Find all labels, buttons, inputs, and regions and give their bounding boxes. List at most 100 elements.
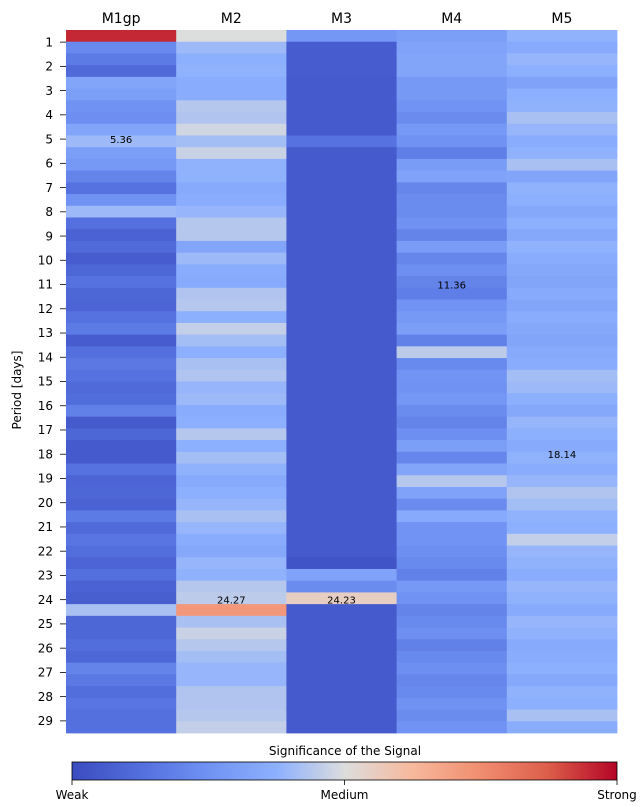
heatmap-cell <box>396 311 508 324</box>
heatmap-cell <box>286 217 397 230</box>
heatmap-cell <box>66 76 177 89</box>
cell-annotation: 24.23 <box>327 595 356 606</box>
heatmap-cell <box>506 440 618 453</box>
heatmap-cell <box>66 627 177 640</box>
heatmap-cell <box>66 463 177 476</box>
heatmap-cell <box>286 88 397 101</box>
heatmap-cell <box>396 510 508 523</box>
heatmap-cell <box>176 299 287 312</box>
heatmap-cell <box>506 428 618 441</box>
heatmap-cell <box>396 147 508 160</box>
heatmap-cell <box>506 451 618 464</box>
heatmap-cell <box>176 475 287 488</box>
heatmap-cell <box>506 30 618 43</box>
heatmap-cell <box>286 674 397 687</box>
heatmap-cell <box>176 346 287 359</box>
heatmap-cell <box>176 229 287 242</box>
heatmap-cell <box>396 123 508 136</box>
heatmap-cells <box>66 30 618 734</box>
heatmap-cell <box>506 205 618 218</box>
heatmap-cell <box>396 41 508 54</box>
heatmap-cell <box>506 346 618 359</box>
heatmap-cell <box>66 346 177 359</box>
heatmap-cell <box>66 30 177 43</box>
heatmap-cell <box>396 592 508 605</box>
heatmap-cell <box>506 639 618 652</box>
heatmap-cell <box>396 721 508 734</box>
heatmap-cell <box>396 475 508 488</box>
heatmap-cell <box>176 100 287 113</box>
heatmap-cell <box>396 463 508 476</box>
heatmap-cell <box>506 721 618 734</box>
heatmap-cell <box>176 557 287 570</box>
heatmap-cell <box>286 381 397 394</box>
colorbar-tick-label: Strong <box>597 788 637 802</box>
heatmap-cell <box>396 322 508 336</box>
heatmap-cell <box>286 416 397 429</box>
heatmap-cell <box>506 486 618 500</box>
heatmap-cell <box>286 135 397 148</box>
heatmap-cell <box>66 264 177 277</box>
heatmap-cell <box>506 53 618 66</box>
heatmap-cell <box>176 463 287 476</box>
heatmap-cell <box>396 404 508 418</box>
heatmap-cell <box>506 615 618 628</box>
heatmap-cell <box>286 346 397 359</box>
heatmap-cell <box>66 404 177 418</box>
heatmap-cell <box>506 381 618 394</box>
heatmap-cell <box>66 276 177 289</box>
heatmap-cell <box>506 229 618 242</box>
y-tick-label: 18 <box>38 447 53 461</box>
heatmap-cell <box>286 639 397 652</box>
heatmap-cell <box>286 170 397 183</box>
heatmap-cell <box>396 287 508 300</box>
heatmap-cell <box>66 41 177 54</box>
cell-annotations: 5.36 11.36 18.14 24.27 24.23 <box>110 135 576 607</box>
heatmap-cell <box>506 65 618 78</box>
y-tick-label: 17 <box>38 423 53 437</box>
heatmap-cell <box>286 533 397 546</box>
heatmap-cell <box>286 545 397 558</box>
heatmap-cell <box>66 135 177 148</box>
heatmap-cell <box>286 404 397 418</box>
heatmap-cell <box>66 440 177 453</box>
y-tick-label: 15 <box>38 375 53 389</box>
heatmap-cell <box>286 311 397 324</box>
heatmap-cell <box>176 65 287 78</box>
heatmap-cell <box>286 252 397 265</box>
heatmap-cell <box>506 475 618 488</box>
heatmap-cell <box>176 662 287 675</box>
heatmap-cell <box>66 252 177 265</box>
heatmap-cell <box>396 393 508 406</box>
heatmap-cell <box>176 709 287 722</box>
heatmap-cell <box>66 299 177 312</box>
heatmap-cell <box>286 592 397 605</box>
heatmap-cell <box>396 276 508 289</box>
heatmap-cell <box>66 393 177 406</box>
heatmap-cell <box>176 369 287 382</box>
heatmap-cell <box>506 287 618 300</box>
heatmap-cell <box>176 30 287 43</box>
heatmap-cell <box>396 522 508 535</box>
heatmap-cell <box>286 393 397 406</box>
column-header: M4 <box>441 11 462 27</box>
heatmap-cell <box>396 557 508 570</box>
column-header: M3 <box>331 11 352 27</box>
heatmap-cell <box>506 557 618 570</box>
heatmap-cell <box>286 440 397 453</box>
heatmap-cell <box>396 428 508 441</box>
heatmap-cell <box>286 475 397 488</box>
heatmap-cell <box>506 158 618 171</box>
heatmap-cell <box>286 709 397 722</box>
heatmap-cell <box>506 697 618 710</box>
heatmap-cell <box>176 568 287 582</box>
heatmap-cell <box>506 604 618 617</box>
heatmap-cell <box>66 240 177 254</box>
heatmap-cell <box>176 580 287 593</box>
heatmap-cell <box>176 240 287 254</box>
heatmap-cell <box>286 627 397 640</box>
heatmap-cell <box>506 112 618 125</box>
heatmap-cell <box>66 416 177 429</box>
heatmap-cell <box>176 428 287 441</box>
heatmap-cell <box>396 334 508 347</box>
